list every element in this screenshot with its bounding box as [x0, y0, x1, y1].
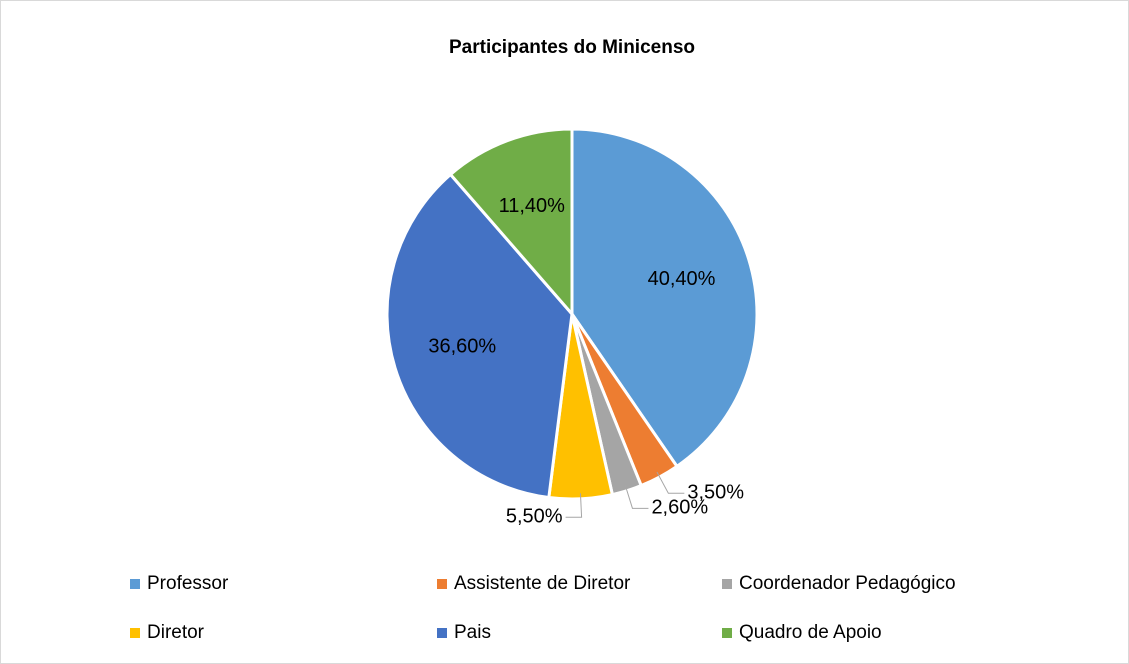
- data-label: 36,60%: [428, 336, 496, 358]
- legend-swatch: [130, 628, 140, 638]
- pie-slice: [570, 127, 759, 469]
- legend-label: Assistente de Diretor: [454, 573, 631, 594]
- legend-label: Quadro de Apoio: [739, 622, 882, 643]
- legend-swatch: [130, 579, 140, 589]
- legend-label: Coordenador Pedagógico: [739, 573, 956, 594]
- data-label: 11,40%: [499, 195, 566, 217]
- data-label: 5,50%: [506, 506, 563, 528]
- leader-line: [656, 471, 685, 494]
- legend-label: Professor: [147, 573, 229, 594]
- legend-label: Diretor: [147, 622, 205, 643]
- legend-swatch: [437, 628, 447, 638]
- chart-title: Participantes do Minicenso: [449, 37, 695, 58]
- leader-line: [565, 493, 583, 518]
- legend-label: Pais: [454, 622, 491, 643]
- legend-swatch: [722, 628, 732, 638]
- pie-slice: [385, 172, 574, 500]
- legend-swatch: [722, 579, 732, 589]
- leader-line: [624, 485, 649, 509]
- pie-slice: [448, 127, 574, 319]
- data-label: 40,40%: [648, 268, 716, 290]
- legend-swatch: [437, 579, 447, 589]
- data-label: 2,60%: [651, 497, 708, 519]
- data-label: 3,50%: [687, 482, 744, 504]
